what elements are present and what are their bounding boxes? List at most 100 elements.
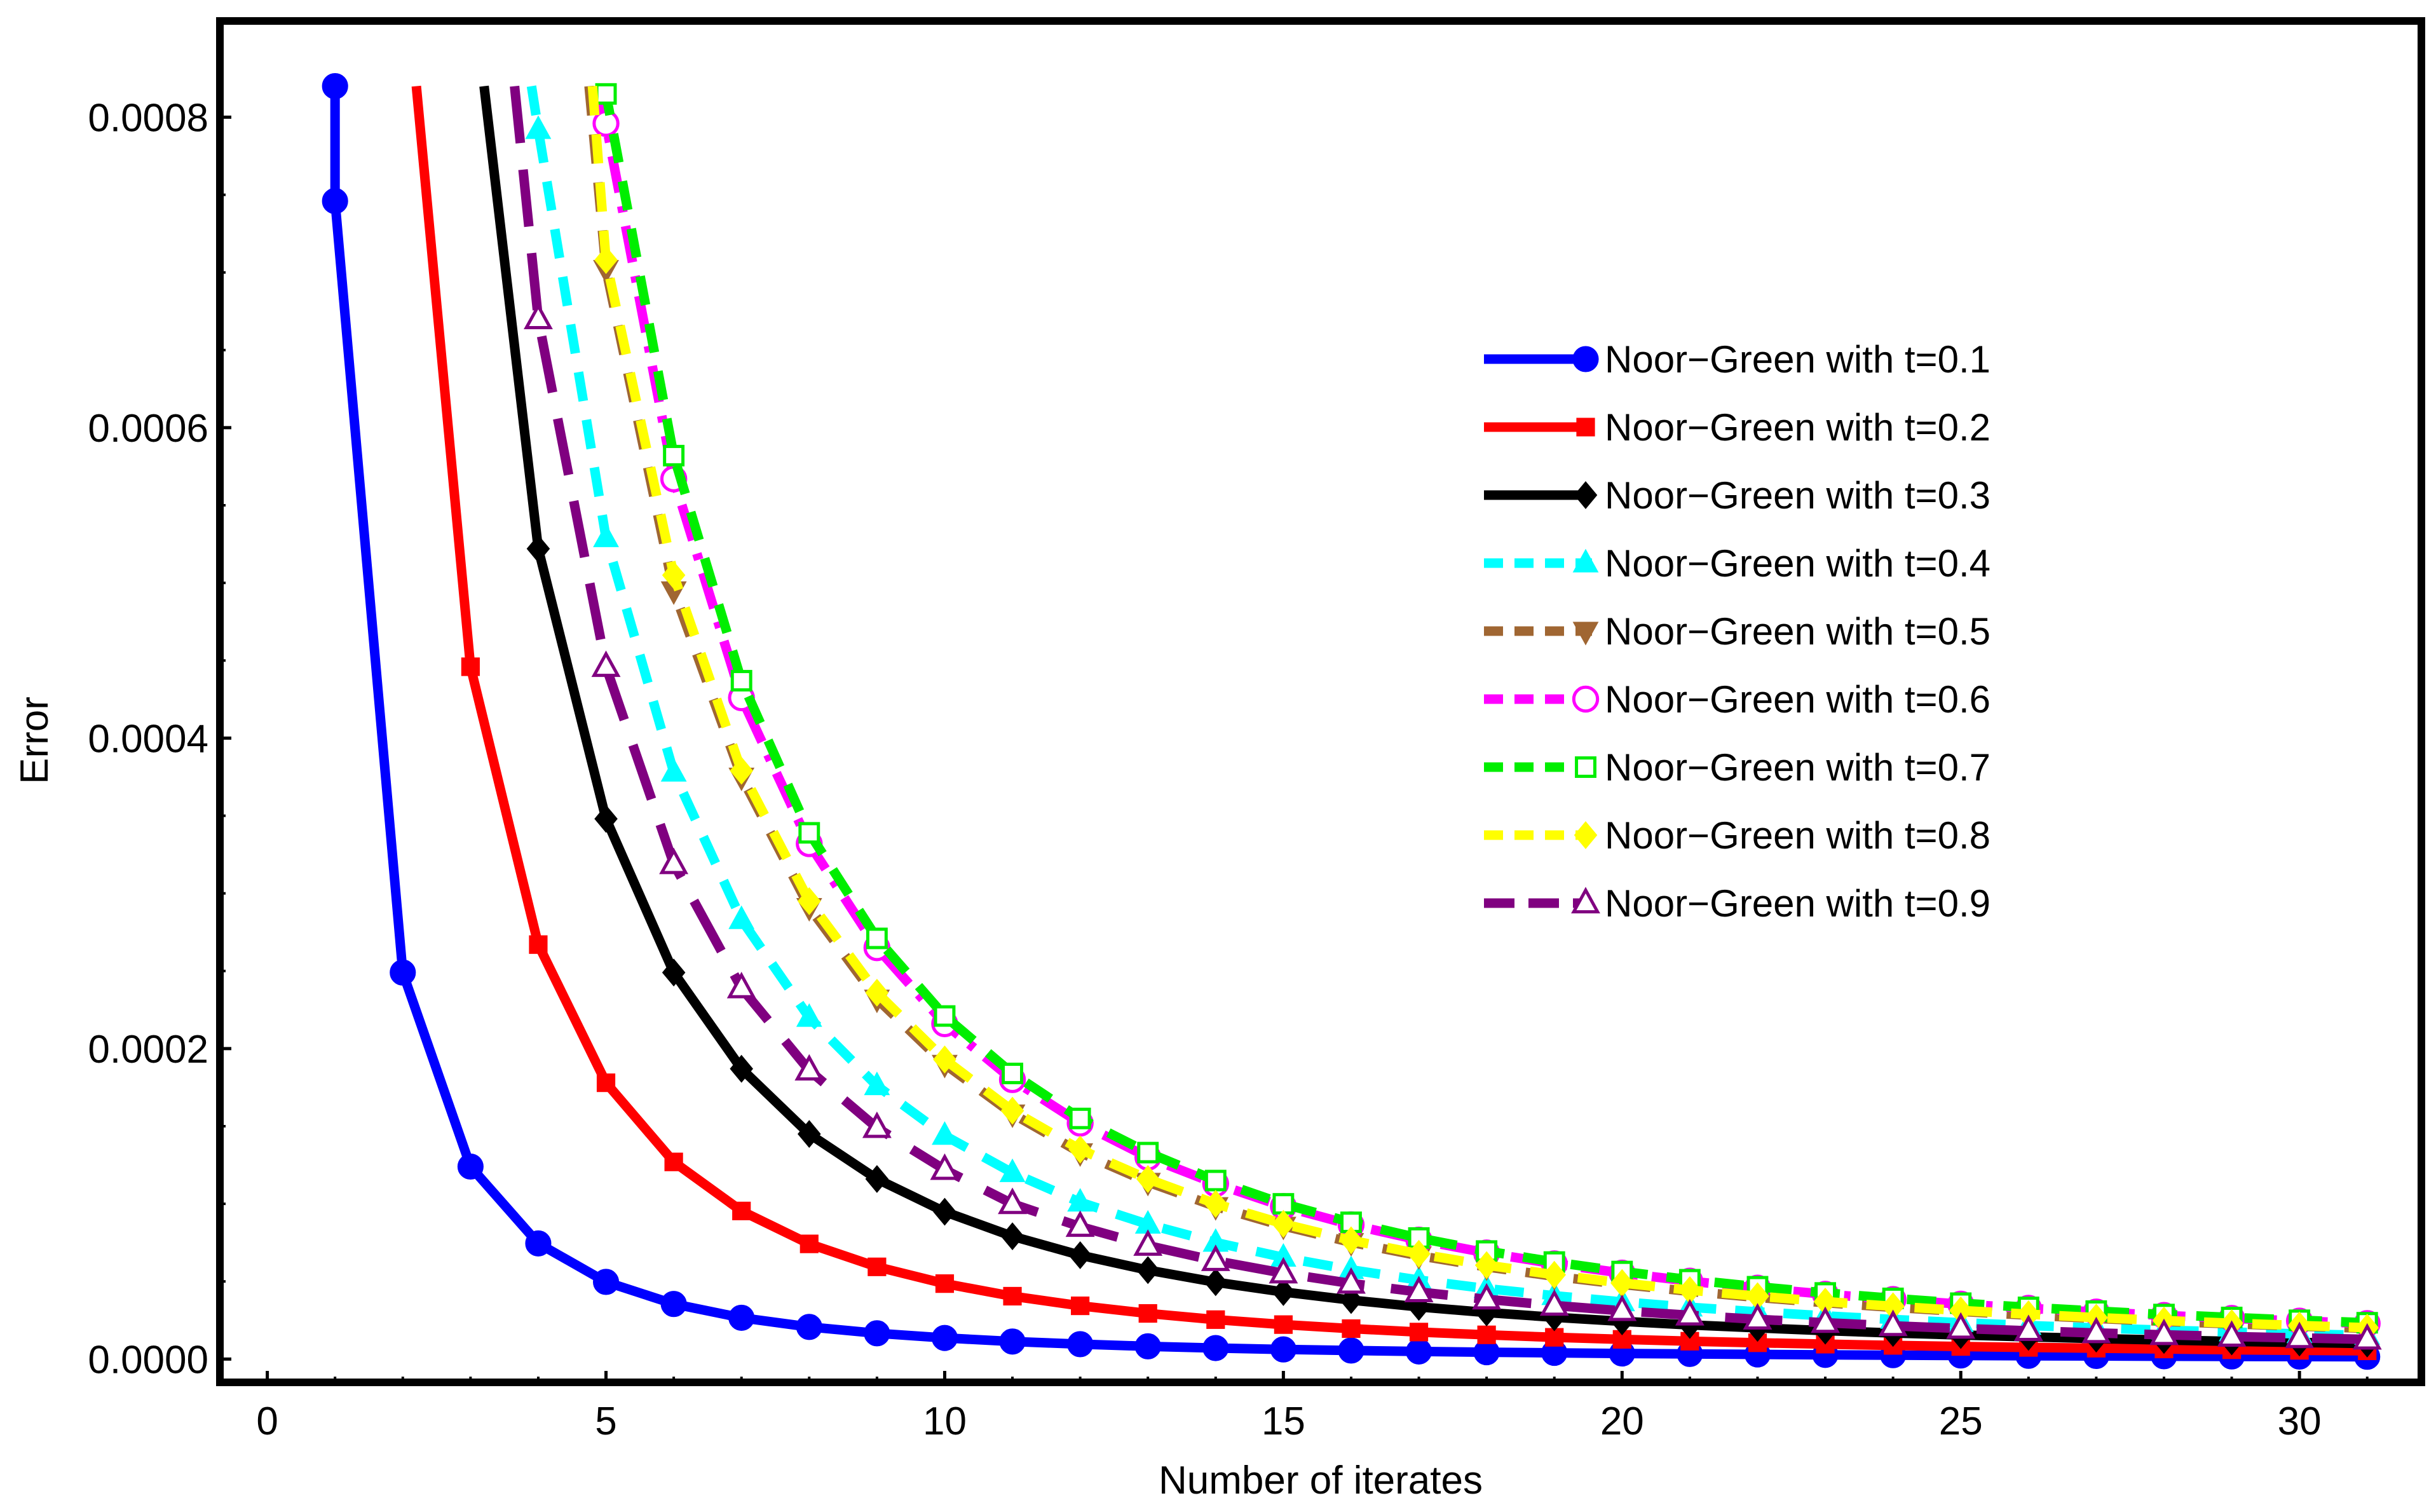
- data-point: [864, 1072, 890, 1096]
- data-point: [1545, 1328, 1564, 1347]
- x-tick-label: 10: [923, 1400, 967, 1443]
- data-point: [1000, 1096, 1024, 1125]
- legend-label: Noor−Green with t=0.6: [1605, 678, 1990, 721]
- x-tick-label: 30: [2278, 1400, 2322, 1443]
- data-point: [935, 1274, 955, 1293]
- legend-label: Noor−Green with t=0.4: [1605, 542, 1990, 585]
- data-point: [1472, 1283, 1502, 1310]
- data-point: [2285, 1321, 2315, 1349]
- data-point: [662, 561, 686, 589]
- data-point: [591, 650, 621, 678]
- data-point: [1137, 1141, 1159, 1164]
- data-point: [1134, 1333, 1161, 1359]
- data-point: [1069, 1107, 1091, 1129]
- data-point: [457, 1153, 484, 1180]
- data-point: [1607, 1294, 1637, 1321]
- x-tick-label: 0: [256, 1400, 278, 1443]
- y-tick-label: 0.0006: [88, 407, 208, 451]
- legend-entry: Noor−Green with t=0.9: [1484, 882, 1990, 925]
- data-point: [2352, 1323, 2382, 1350]
- data-point: [592, 1269, 620, 1295]
- data-point: [1274, 1315, 1293, 1334]
- data-point: [798, 822, 820, 844]
- data-point: [865, 1165, 889, 1194]
- legend-label: Noor−Green with t=0.2: [1605, 406, 1990, 449]
- data-point: [1408, 1227, 1430, 1249]
- data-point: [1338, 1337, 1364, 1364]
- data-point: [525, 115, 552, 139]
- y-axis-title: Error: [13, 697, 57, 784]
- legend-swatch-marker: [1575, 756, 1596, 778]
- x-tick-label: 25: [1939, 1400, 1983, 1443]
- data-point: [797, 1120, 821, 1148]
- data-point: [660, 1291, 687, 1318]
- data-point: [1743, 1303, 1773, 1330]
- legend-swatch-marker: [1572, 685, 1600, 713]
- data-point: [931, 1325, 958, 1351]
- data-point: [1337, 1267, 1366, 1294]
- data-point: [1407, 1293, 1431, 1321]
- data-point: [1136, 1256, 1160, 1284]
- series-t0.5: [584, 85, 2381, 1343]
- legend-label: Noor−Green with t=0.1: [1605, 338, 1990, 381]
- legend-swatch-marker: [1574, 481, 1598, 509]
- data-point: [1067, 1331, 1094, 1358]
- data-point: [1542, 1260, 1567, 1289]
- data-point: [933, 1197, 956, 1226]
- data-point: [864, 1320, 890, 1347]
- data-point: [1878, 1309, 1908, 1337]
- data-point: [1477, 1325, 1496, 1344]
- data-point: [999, 1328, 1026, 1355]
- data-point: [862, 1111, 892, 1138]
- data-point: [594, 246, 618, 275]
- legend-entry: Noor−Green with t=0.7: [1484, 746, 1990, 789]
- series-line: [526, 85, 2367, 1340]
- data-point: [663, 444, 685, 467]
- data-point: [1138, 1304, 1157, 1323]
- series-t0.2: [411, 85, 2377, 1361]
- legend-entry: Noor−Green with t=0.8: [1484, 814, 1990, 857]
- data-point: [1204, 1190, 1228, 1218]
- legend-swatch-marker: [1576, 418, 1595, 437]
- data-point: [1002, 1063, 1023, 1084]
- data-point: [728, 1304, 755, 1331]
- legend-swatch-marker: [1572, 346, 1599, 372]
- data-point: [930, 1153, 960, 1180]
- data-point: [1068, 1135, 1092, 1164]
- data-point: [794, 1054, 824, 1081]
- data-point: [730, 670, 752, 691]
- legend-swatch-marker: [1572, 548, 1599, 573]
- series-line: [587, 85, 2367, 1333]
- data-point: [1339, 1286, 1363, 1314]
- data-point: [1000, 1222, 1024, 1251]
- data-point: [998, 1187, 1027, 1215]
- data-point: [1136, 1165, 1160, 1194]
- series-t0.3: [479, 85, 2379, 1358]
- data-point: [868, 1257, 887, 1276]
- legend-entry: Noor−Green with t=0.1: [1484, 338, 1990, 381]
- series-t0.6: [592, 85, 2381, 1337]
- data-point: [1003, 1286, 1022, 1306]
- data-point: [1270, 1336, 1296, 1363]
- series-t0.4: [525, 85, 2381, 1345]
- data-point: [1068, 1241, 1092, 1269]
- data-point: [660, 758, 687, 782]
- data-point: [796, 1314, 822, 1340]
- data-point: [1272, 1277, 1295, 1306]
- data-point: [1202, 1335, 1229, 1361]
- data-point: [593, 523, 619, 547]
- y-tick-label: 0.0002: [88, 1028, 208, 1072]
- data-point: [1269, 1257, 1298, 1284]
- data-point: [730, 756, 754, 785]
- data-point: [1474, 1251, 1499, 1279]
- series-line: [479, 85, 2367, 1349]
- legend-swatch-marker: [1574, 821, 1598, 849]
- data-point: [1405, 1338, 1432, 1365]
- data-point: [322, 187, 348, 214]
- data-point: [999, 1158, 1026, 1182]
- data-point: [1404, 1276, 1434, 1302]
- data-point: [1342, 1319, 1361, 1338]
- series-t0.9: [510, 85, 2382, 1350]
- legend-label: Noor−Green with t=0.5: [1605, 610, 1990, 653]
- legend-label: Noor−Green with t=0.3: [1605, 474, 1990, 517]
